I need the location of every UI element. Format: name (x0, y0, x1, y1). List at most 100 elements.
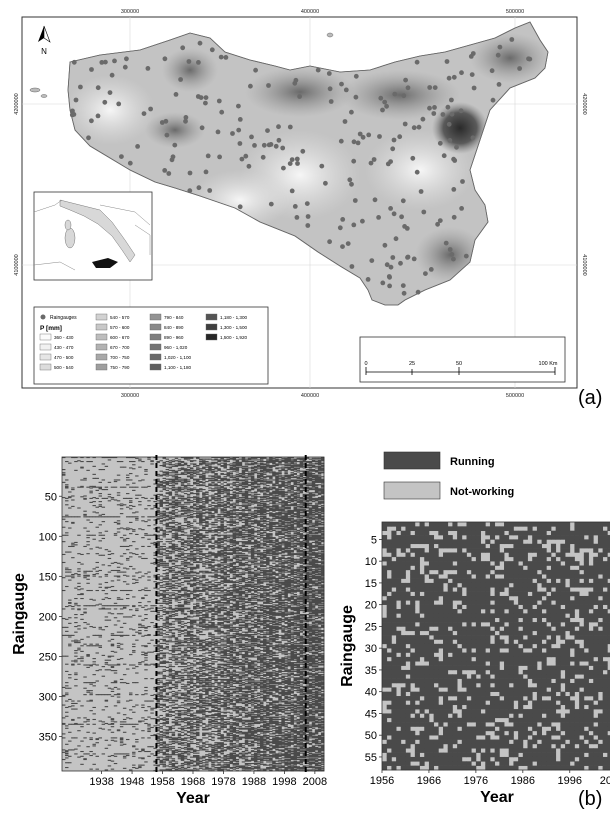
heatmap-cell-running (281, 500, 285, 502)
heatmap-cell-running (162, 464, 166, 466)
heatmap-cell-running (299, 505, 304, 507)
heatmap-cell-running (290, 509, 294, 511)
heatmap-cell-running (186, 517, 191, 519)
heatmap-cell-running (305, 486, 310, 488)
heatmap-cell-running (241, 501, 246, 503)
heatmap-cell-running (320, 516, 325, 518)
heatmap-cell-running (247, 507, 252, 509)
heatmap-cell-running (244, 501, 249, 503)
heatmap-cell-running (211, 483, 215, 485)
heatmap-cell-running (202, 536, 206, 538)
heatmap-cell-running (311, 512, 316, 514)
heatmap-cell-running (226, 503, 230, 505)
heatmap-cell-running (217, 494, 221, 496)
heatmap-cell-running (317, 461, 322, 463)
heatmap-cell-running (232, 544, 237, 546)
heatmap-cell-running (253, 558, 258, 560)
heatmap-cell-running (183, 546, 188, 548)
heatmap-cell-running (223, 485, 227, 487)
heatmap-cell-running (314, 560, 319, 562)
heatmap-cell-running (260, 529, 264, 531)
heatmap-cell-running (320, 546, 325, 548)
heatmap-cell-running (171, 472, 176, 474)
heatmap-cell-running (220, 518, 224, 520)
heatmap-cell-running (256, 463, 261, 465)
raingauge-dot (293, 77, 299, 83)
heatmap-cell-running (308, 568, 313, 570)
heatmap-cell-running (281, 529, 285, 531)
heatmap-cell-running (211, 569, 215, 571)
heatmap-cell-running (281, 492, 285, 494)
heatmap-cell-running (247, 570, 252, 572)
heatmap-cell-running (250, 492, 255, 494)
heatmap-cell-running (296, 558, 301, 560)
heatmap-cell-running (320, 505, 325, 507)
heatmap-cell-running (308, 525, 313, 527)
heatmap-cell-running (320, 553, 325, 556)
heatmap-cell-running (196, 527, 200, 529)
heatmap-cell-running (314, 491, 319, 493)
heatmap-cell-running (183, 541, 188, 543)
heatmap-cell-running (308, 537, 313, 539)
heatmap-cell-running (308, 505, 313, 507)
heatmap-cell-running (314, 524, 319, 526)
heatmap-cell-running (168, 493, 173, 495)
heatmap-cell-running (263, 568, 267, 570)
heatmap-cell-running (320, 524, 325, 526)
heatmap-cell-running (125, 568, 130, 570)
heatmap-cell-running (305, 474, 310, 476)
heatmap-cell-running (205, 524, 209, 526)
heatmap-cell-running (235, 546, 240, 548)
heatmap-cell-running (281, 515, 285, 517)
heatmap-cell-running (266, 541, 270, 543)
heatmap-cell-running (269, 569, 273, 572)
heatmap-cell-running (272, 493, 276, 495)
heatmap-cell-running (247, 504, 252, 506)
raingauge-dot (402, 121, 408, 127)
raingauge-dot (292, 204, 298, 209)
heatmap-cell-running (250, 537, 255, 539)
heatmap-cell-running (320, 567, 325, 569)
heatmap-cell-running (320, 557, 325, 559)
heatmap-cell-running (290, 534, 294, 536)
heatmap-cell-running (256, 474, 261, 476)
heatmap-cell-running (305, 497, 310, 499)
heatmap-cell-running (241, 545, 246, 548)
heatmap-cell-running (205, 499, 209, 501)
heatmap-cell-running (299, 571, 304, 573)
heatmap-cell-running (266, 507, 270, 509)
heatmap-cell-running (141, 537, 145, 539)
heatmap-cell-running (86, 519, 90, 521)
heatmap-cell-running (308, 472, 313, 474)
heatmap-cell-running (159, 465, 163, 467)
heatmap-cell-running (269, 571, 273, 573)
heatmap-cell-running (193, 557, 197, 559)
heatmap-cell-running (244, 483, 249, 485)
heatmap-cell-running (275, 555, 279, 557)
heatmap-cell-running (180, 534, 185, 536)
heatmap-cell-running (320, 506, 325, 508)
heatmap-cell-running (202, 461, 206, 463)
heatmap-cell-running (308, 533, 313, 535)
heatmap-cell-running (247, 457, 252, 459)
heatmap-cell-running (320, 548, 325, 550)
heatmap-cell-running (220, 485, 224, 487)
heatmap-cell-running (177, 496, 182, 498)
heatmap-cell-running (293, 504, 297, 506)
heatmap-cell-running (278, 569, 282, 572)
heatmap-cell-running (250, 511, 255, 513)
heatmap-cell-running (266, 501, 270, 503)
heatmap-cell-running (238, 505, 243, 507)
heatmap-cell-running (311, 551, 316, 553)
heatmap-cell-running (132, 505, 136, 507)
heatmap-cell-running (232, 549, 237, 551)
heatmap-cell-running (263, 509, 267, 511)
heatmap-cell-running (229, 516, 234, 518)
raingauge-dot (437, 218, 443, 224)
heatmap-cell-running (232, 541, 237, 544)
heatmap-cell-running (156, 518, 160, 520)
raingauge-dot (230, 131, 235, 136)
heatmap-cell-running (244, 498, 249, 500)
heatmap-cell-running (189, 477, 194, 479)
heatmap-cell-running (305, 562, 310, 564)
